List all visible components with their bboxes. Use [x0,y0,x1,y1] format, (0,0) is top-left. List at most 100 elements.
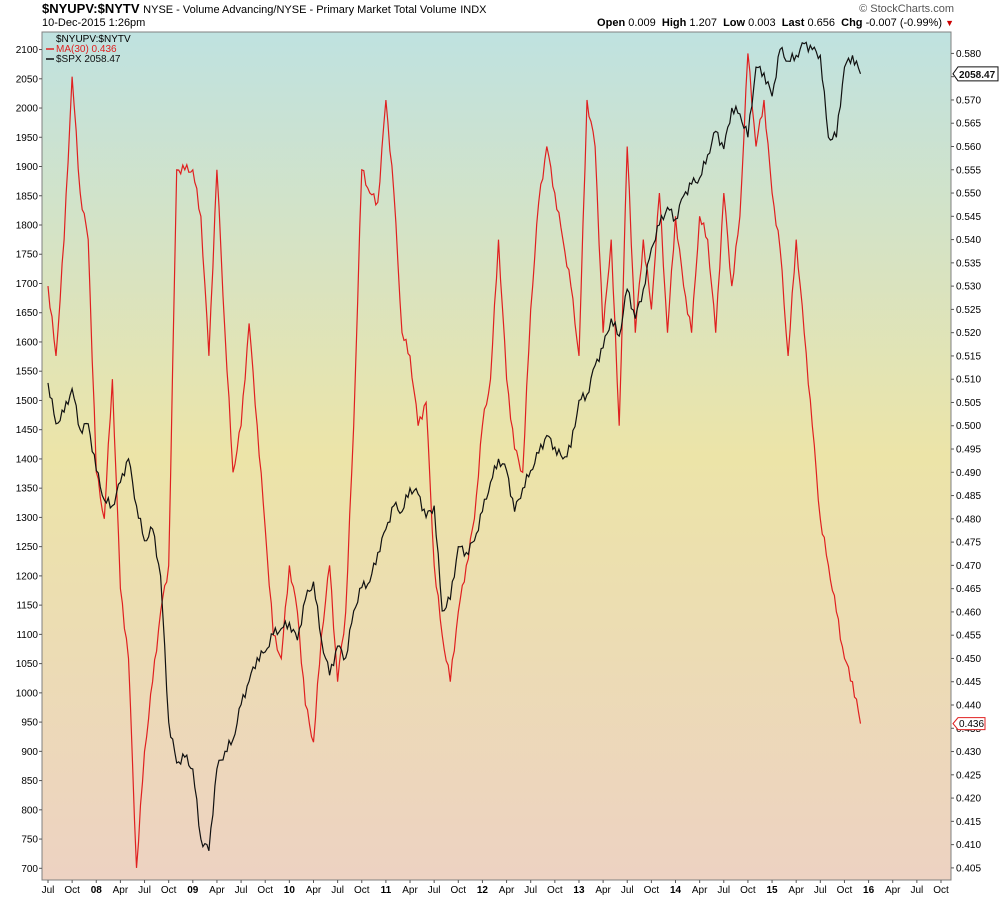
left-tick-label: 1750 [16,250,39,261]
right-tick-label: 0.445 [956,677,981,688]
x-tick-label: Jul [428,885,441,896]
left-tick-label: 900 [21,747,38,758]
x-tick-label: 14 [670,885,682,896]
left-axis: 700 750 800 850 900 950 1000 1050 1100 1150 1200 12… [16,45,42,875]
left-tick-label: 2100 [16,45,39,56]
right-tick-label: 0.485 [956,491,981,502]
legend-entry: $SPX 2058.47 [56,54,121,65]
x-tick-label: Jul [138,885,151,896]
x-tick-label: Oct [257,885,273,896]
left-tick-label: 1500 [16,396,39,407]
current-value-labels: 2058.47 0.436 [952,66,999,731]
left-tick-label: 1450 [16,425,39,436]
left-tick-label: 950 [21,718,38,729]
low-label: Low [723,17,746,29]
right-tick-label: 0.565 [956,119,981,130]
left-tick-label: 1300 [16,513,39,524]
right-tick-label: 0.490 [956,468,981,479]
left-tick-label: 1000 [16,688,39,699]
x-tick-label: Jul [910,885,923,896]
right-tick-label: 0.430 [956,747,981,758]
left-tick-label: 1700 [16,279,39,290]
open-label: Open [597,17,626,29]
x-tick-label: Oct [547,885,563,896]
x-tick-label: 08 [91,885,103,896]
down-arrow-icon: ▼ [945,18,954,28]
x-tick-label: 16 [863,885,875,896]
spx-line [47,41,862,851]
x-tick-label: 10 [284,885,296,896]
right-tick-label: 0.580 [956,49,981,60]
spx-current-label: 2058.47 [959,70,996,81]
right-tick-label: 0.495 [956,445,981,456]
right-tick-label: 0.550 [956,189,981,200]
ratio-ma-line [47,53,862,868]
left-tick-label: 750 [21,835,38,846]
x-tick-label: 11 [381,885,392,896]
legend-entry: MA(30) 0.436 [56,44,117,55]
left-tick-label: 700 [21,864,38,875]
right-tick-label: 0.570 [956,95,981,106]
left-tick-label: 1400 [16,454,39,465]
quote-summary: Open 0.009 High 1.207 Low 0.003 Last 0.6… [597,17,954,29]
x-tick-label: Jul [717,885,730,896]
x-tick-label: 13 [573,885,585,896]
right-tick-label: 0.440 [956,701,981,712]
x-tick-label: Jul [814,885,827,896]
x-tick-label: Jul [331,885,344,896]
chart-title: $NYUPV:$NYTV NYSE - Volume Advancing/NYS… [42,1,487,16]
right-tick-label: 0.410 [956,840,981,851]
right-tick-label: 0.560 [956,142,981,153]
x-tick-label: Apr [113,885,129,896]
x-tick-label: Oct [451,885,467,896]
x-tick-label: Apr [306,885,322,896]
x-tick-label: Apr [788,885,804,896]
left-tick-label: 1100 [16,630,38,641]
x-tick-label: Jul [42,885,55,896]
x-tick-label: 15 [766,885,778,896]
right-tick-label: 0.525 [956,305,981,316]
left-tick-label: 1200 [16,571,39,582]
right-tick-label: 0.420 [956,794,981,805]
left-tick-label: 1050 [16,659,39,670]
right-tick-label: 0.460 [956,607,981,618]
x-tick-label: Apr [885,885,901,896]
left-tick-label: 1150 [16,601,38,612]
left-tick-label: 1550 [16,367,39,378]
high-value: 1.207 [689,17,717,29]
x-tick-label: Apr [209,885,225,896]
x-tick-label: Oct [161,885,177,896]
left-tick-label: 2000 [16,104,39,115]
x-tick-label: Apr [402,885,418,896]
right-tick-label: 0.545 [956,212,981,223]
right-tick-label: 0.465 [956,584,981,595]
right-tick-label: 0.475 [956,538,981,549]
left-tick-label: 850 [21,776,38,787]
left-tick-label: 1950 [16,133,39,144]
right-tick-label: 0.540 [956,235,981,246]
x-tick-label: Oct [354,885,370,896]
ratio-current-badge [952,717,986,731]
symbol-description: NYSE - Volume Advancing/NYSE - Primary M… [143,4,457,16]
right-tick-label: 0.505 [956,398,981,409]
x-tick-label: Oct [837,885,853,896]
x-tick-label: Oct [933,885,949,896]
right-tick-label: 0.455 [956,631,981,642]
right-tick-label: 0.555 [956,165,981,176]
x-tick-label: 12 [477,885,489,896]
x-tick-label: Apr [692,885,708,896]
open-value: 0.009 [628,17,656,29]
left-tick-label: 1600 [16,337,39,348]
right-tick-label: 0.425 [956,770,981,781]
left-tick-label: 1650 [16,308,39,319]
right-tick-label: 0.515 [956,351,981,362]
right-tick-label: 0.500 [956,421,981,432]
right-tick-label: 0.535 [956,258,981,269]
brand-link[interactable]: © StockCharts.com [859,3,954,15]
chart-date: 10-Dec-2015 1:26pm [42,17,146,29]
x-axis: Jul Oct 08 Apr Jul Oct 09 Apr Jul Oct 10 Apr Jul Oct 1… [42,880,949,896]
chg-value: -0.007 (-0.99%) [865,17,943,29]
left-tick-label: 800 [21,805,38,816]
